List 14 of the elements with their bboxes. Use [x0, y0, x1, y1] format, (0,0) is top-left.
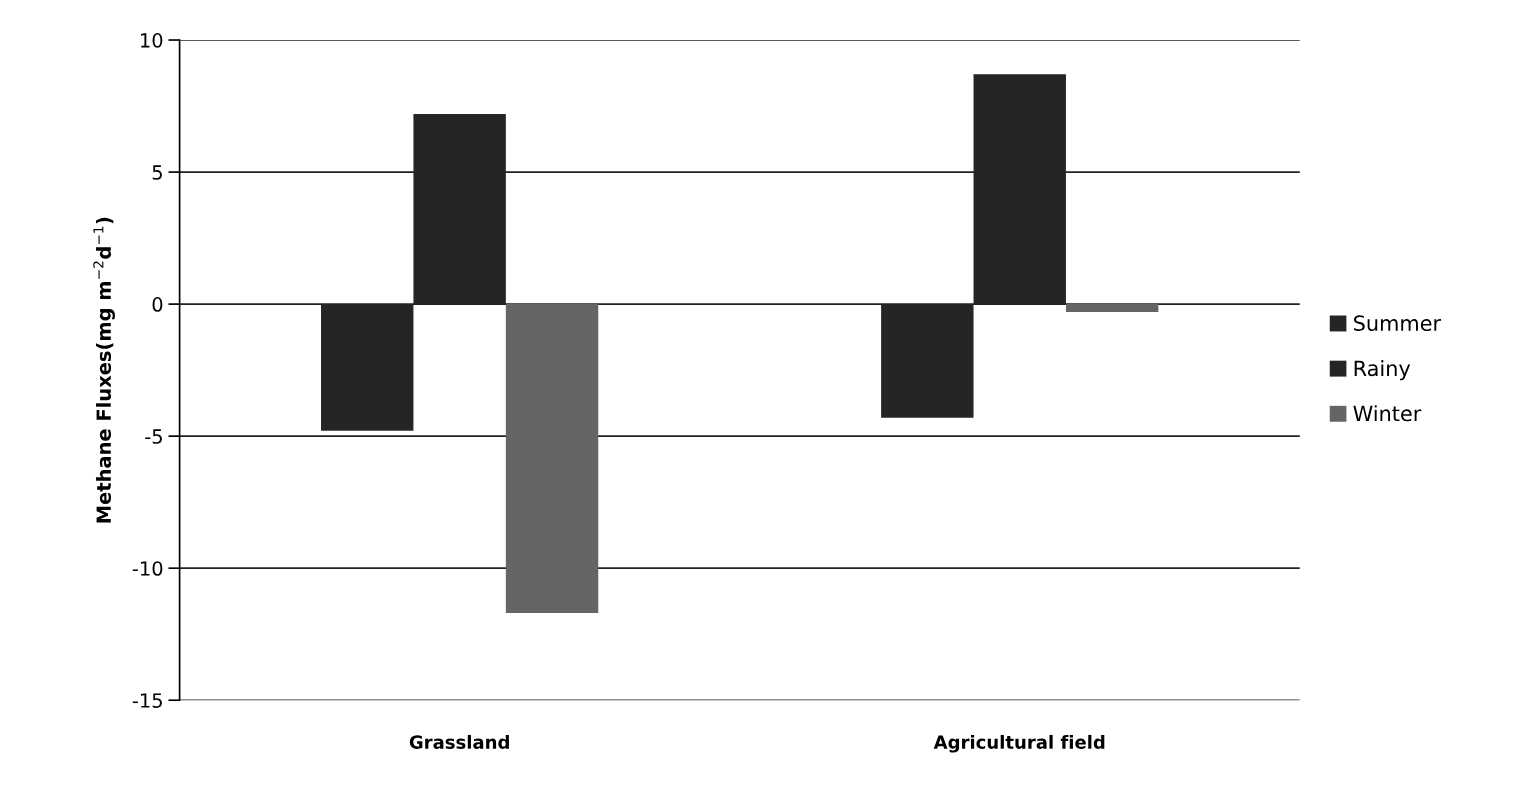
legend-label: Summer — [1354, 315, 1442, 332]
x-tick-label: Grassland — [409, 734, 509, 749]
y-axis-title: Methane Fluxes(mg m$^{−2}$d$^{−1}$) — [93, 217, 115, 523]
x-tick-label: Agricultural field — [933, 734, 1105, 753]
y-tick-label: 10 — [141, 32, 163, 48]
y-tick-label: -15 — [132, 693, 162, 708]
y-tick-label: -10 — [132, 561, 163, 576]
legend-label: Rainy — [1354, 360, 1411, 381]
y-tick-label: 0 — [152, 297, 163, 312]
y-tick-label: 5 — [152, 165, 162, 180]
bar — [1065, 304, 1159, 313]
y-tick-label: -5 — [145, 429, 162, 444]
legend-label: Winter — [1353, 405, 1422, 422]
bar — [505, 304, 599, 614]
